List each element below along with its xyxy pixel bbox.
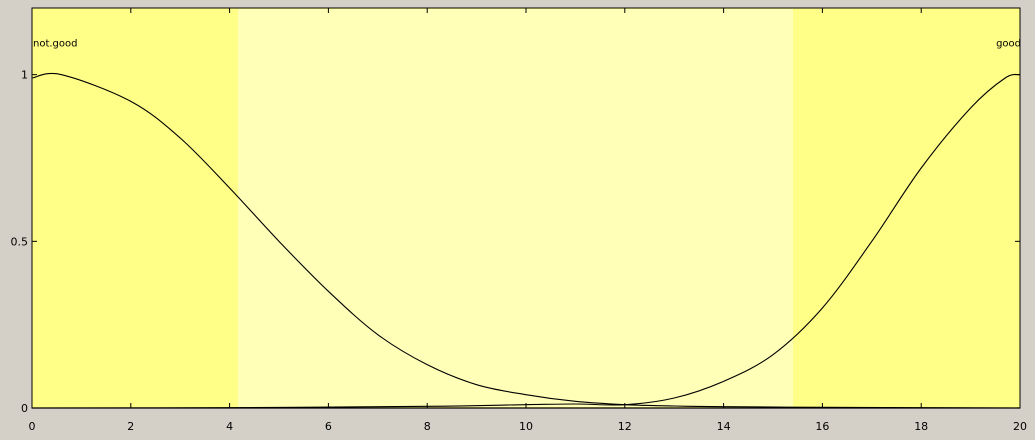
x-tick-label: 4 [226, 420, 233, 433]
watermark-band [238, 9, 793, 407]
x-tick-label: 0 [29, 420, 36, 433]
x-tick-label: 20 [1013, 420, 1027, 433]
series-line-good [31, 73, 1021, 409]
x-tick-label: 8 [424, 420, 431, 433]
y-tick-label: 0 [21, 402, 28, 415]
series-line-not-good [31, 72, 1021, 409]
series-label-not-good: not.good [33, 39, 78, 50]
x-tick-label: 12 [618, 420, 632, 433]
series-label-good: good [996, 39, 1021, 50]
y-tick-label: 0.5 [11, 235, 29, 248]
x-tick-label: 2 [127, 420, 134, 433]
x-tick-label: 18 [914, 420, 928, 433]
x-tick-label: 16 [815, 420, 829, 433]
x-tick-label: 10 [519, 420, 533, 433]
x-tick-label: 6 [325, 420, 332, 433]
plot-frame [31, 7, 1021, 409]
y-tick-label: 1 [21, 69, 28, 82]
x-tick-label: 14 [717, 420, 731, 433]
